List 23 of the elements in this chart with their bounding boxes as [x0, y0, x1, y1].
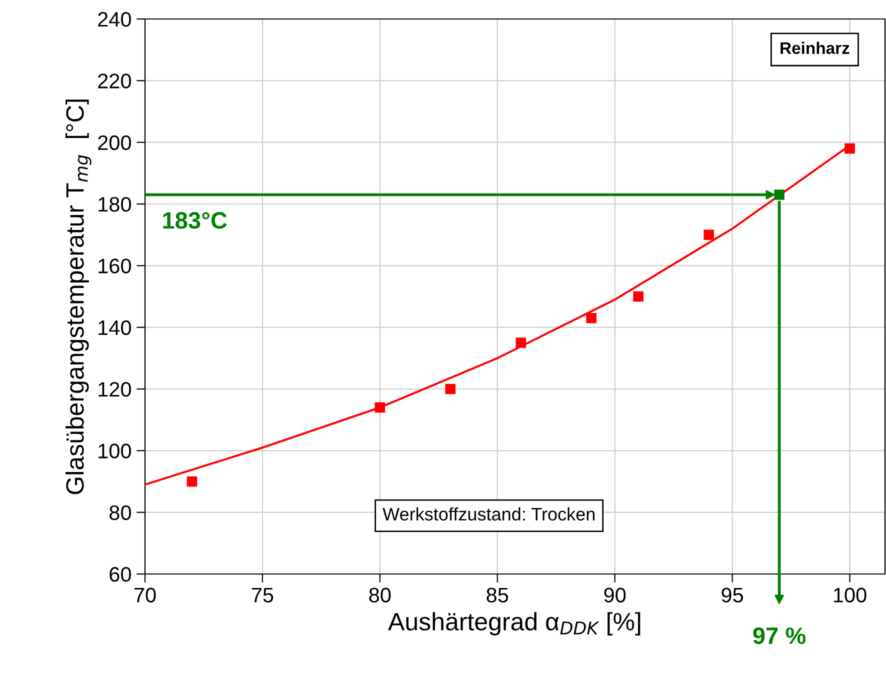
x-tick-label: 70 — [134, 588, 156, 602]
y-tick-label: 140 — [98, 320, 131, 336]
ref-line-label: 97 % — [753, 627, 806, 644]
annotation: Werkstoffzustand: Trocken — [382, 507, 594, 521]
y-tick-label: 240 — [98, 12, 131, 27]
x-tick-label: 100 — [834, 588, 866, 602]
y-tick-label: 80 — [110, 505, 131, 520]
x-tick-label: 85 — [486, 588, 508, 602]
y-tick-label: 220 — [98, 74, 131, 88]
x-tick-label: 75 — [252, 588, 274, 602]
x-tick-label: 80 — [369, 588, 391, 602]
x-tick-label: 95 — [722, 588, 744, 602]
y-tick-label: 100 — [98, 444, 131, 458]
x-axis-title: Aushärtegrad α$_{DDK}$ [%] — [388, 612, 640, 636]
y-tick-label: 200 — [98, 135, 131, 150]
y-axis-title: Glasübergangstemperatur T$_{mg}$ [°C] — [65, 100, 92, 494]
y-tick-label: 180 — [98, 197, 131, 212]
y-tick-label: 120 — [98, 382, 131, 397]
ref-line-label: 183°C — [163, 212, 227, 229]
x-tick-label: 90 — [604, 588, 626, 602]
y-tick-label: 60 — [110, 567, 131, 582]
y-tick-label: 160 — [98, 258, 131, 274]
annotation: Reinharz — [780, 42, 850, 54]
